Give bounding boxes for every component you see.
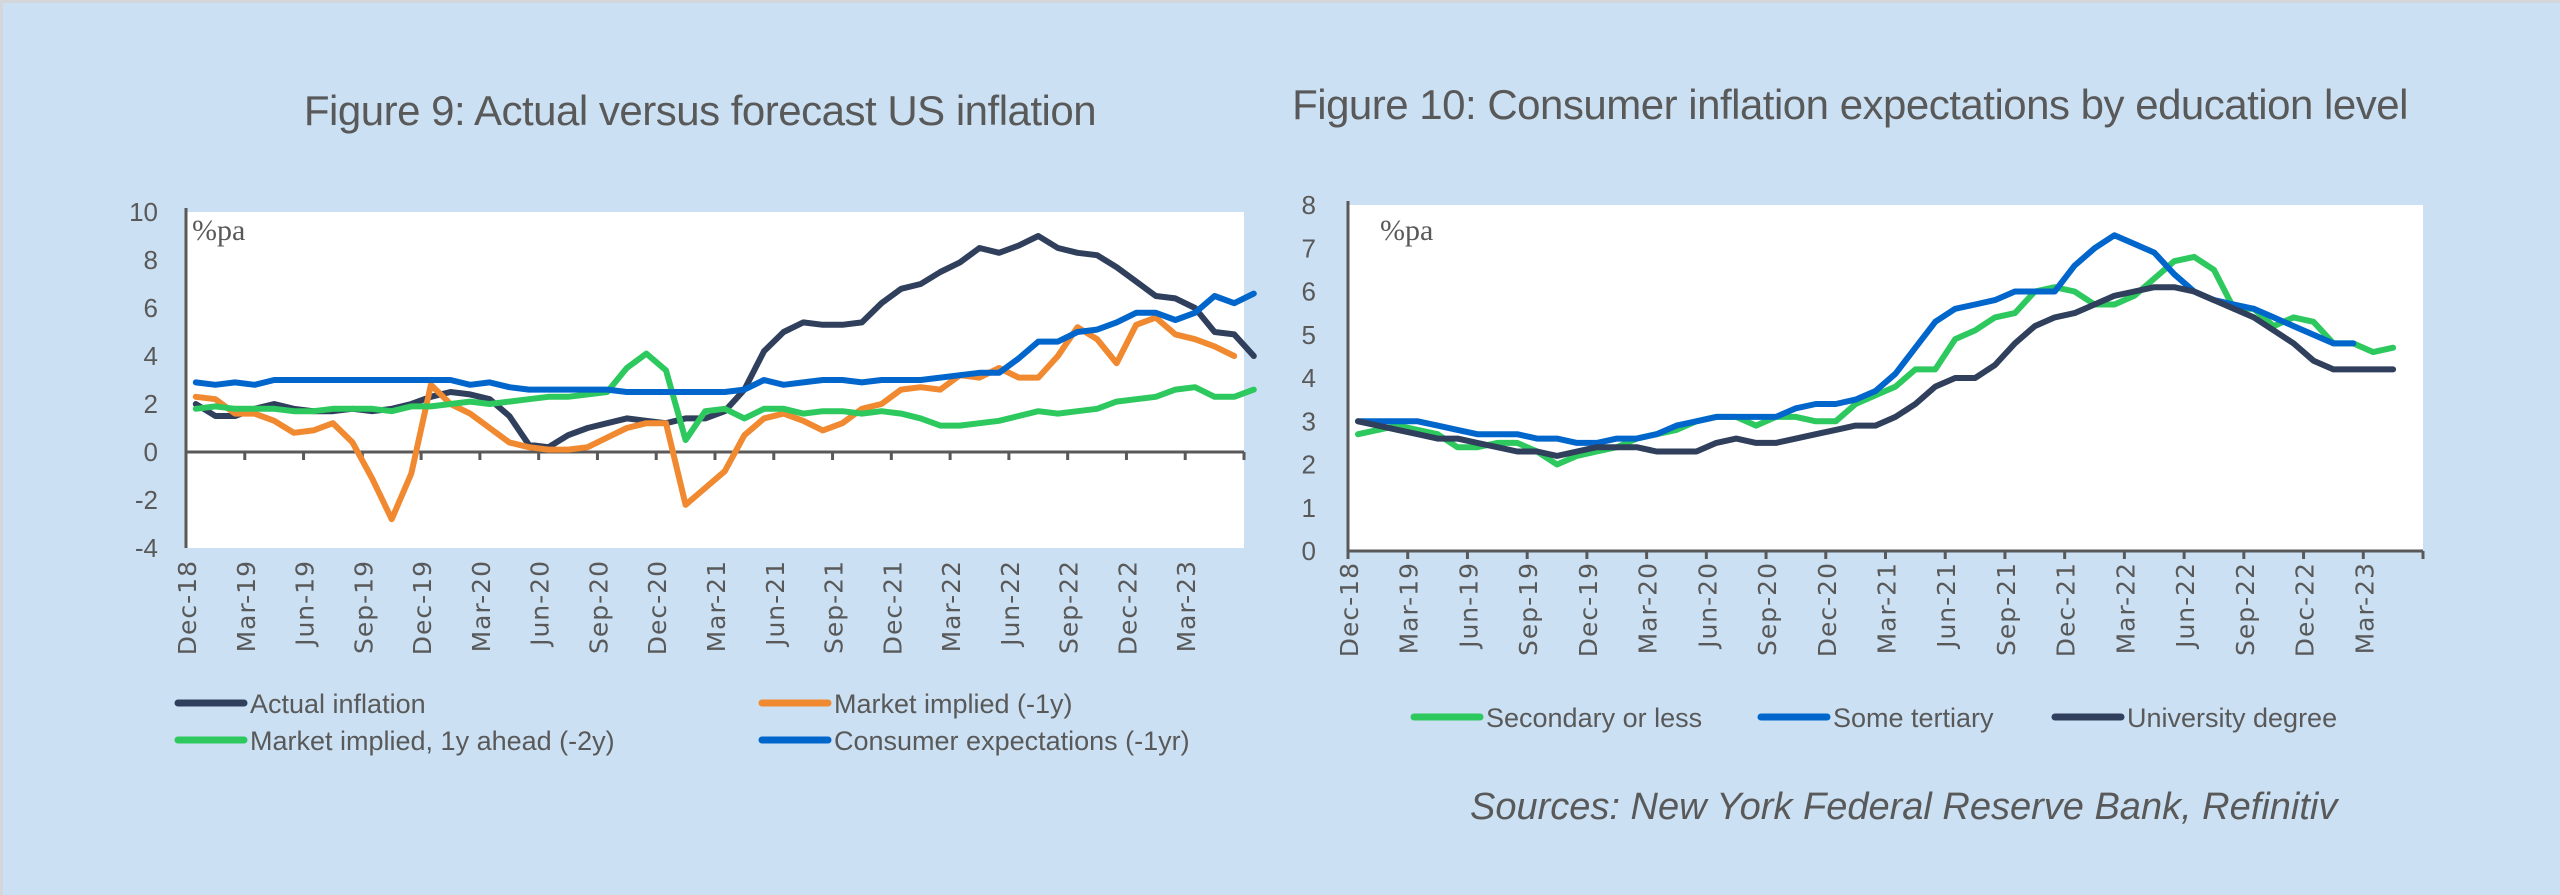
x-tick-label: Dec-21 <box>2052 562 2081 657</box>
x-tick-label: Mar-23 <box>2350 562 2379 654</box>
y-tick-label: -4 <box>135 533 158 563</box>
legend-label: Actual inflation <box>250 689 426 719</box>
y-tick-label: -2 <box>135 485 158 515</box>
legend-item: Actual inflation <box>174 689 426 719</box>
y-tick-label: 4 <box>144 341 158 371</box>
x-tick-label: Sep-22 <box>2231 562 2260 656</box>
figure-10-title-text: Figure 10: Consumer inflation expectatio… <box>1292 81 2408 128</box>
x-tick-label: Sep-19 <box>349 560 378 654</box>
legend-item: Secondary or less <box>1410 703 1702 733</box>
x-tick-label: Jun-19 <box>1454 562 1483 650</box>
series-line-market-implied-1y <box>192 314 1238 523</box>
x-tick-label: Sep-19 <box>1514 562 1543 656</box>
x-tick-label: Jun-21 <box>761 560 790 648</box>
figure-9-title: Figure 9: Actual versus forecast US infl… <box>303 87 1097 134</box>
y-tick-label: 7 <box>1302 233 1316 263</box>
y-tick-label: 3 <box>1302 406 1316 436</box>
x-tick-label: Sep-20 <box>1753 562 1782 656</box>
x-tick-label: Dec-19 <box>1574 562 1603 657</box>
legend-item: Market implied (-1y) <box>758 689 1073 719</box>
x-tick-label: Mar-22 <box>937 560 966 652</box>
unit-label: %pa <box>192 214 245 247</box>
chart-figure-9: -4 -2 0 2 4 6 8 10 Dec-18 Mar-19 Jun-19 Sep-19 Dec-1… <box>129 197 1257 756</box>
legend: Secondary or less Some tertiary University… <box>1410 703 2337 733</box>
y-tick-label: 0 <box>1302 536 1316 566</box>
x-tick-label: Jun-19 <box>291 560 320 648</box>
x-tick-label: Mar-19 <box>232 560 261 652</box>
x-tick-label: Sep-22 <box>1055 560 1084 654</box>
x-tick-label: Mar-21 <box>1873 562 1902 654</box>
y-tick-label: 8 <box>144 245 158 275</box>
x-tick-label: Jun-22 <box>996 560 1025 648</box>
x-tick-label: Mar-20 <box>467 560 496 652</box>
plot-area <box>1348 205 2423 551</box>
y-tick-label: 6 <box>1302 277 1316 307</box>
y-tick-label: 10 <box>129 197 158 227</box>
y-tick-label: 4 <box>1302 363 1316 393</box>
x-tick-label: Jun-21 <box>1932 562 1961 650</box>
x-tick-label: Dec-22 <box>1113 560 1142 655</box>
y-tick-label: 8 <box>1302 190 1316 220</box>
series-line-market-implied-1y-ahead-2y <box>192 350 1257 443</box>
x-tick-label: Sep-21 <box>820 560 849 654</box>
x-tick-label: Dec-21 <box>878 560 907 655</box>
y-tick-label: 6 <box>144 293 158 323</box>
y-tick-label: 1 <box>1302 493 1316 523</box>
legend-item: Consumer expectations (-1yr) <box>758 726 1190 756</box>
legend-label: Secondary or less <box>1486 703 1702 733</box>
legend-item: Market implied, 1y ahead (-2y) <box>174 726 615 756</box>
sources-note: Sources: New York Federal Reserve Bank, … <box>1470 786 2338 828</box>
series-line-university-degree <box>1355 284 2397 459</box>
legend-label: Consumer expectations (-1yr) <box>834 726 1190 756</box>
legend-item: University degree <box>2051 703 2337 733</box>
x-tick-label: Jun-20 <box>526 560 555 648</box>
y-tick-label: 2 <box>144 389 158 419</box>
x-tick-label: Sep-20 <box>584 560 613 654</box>
x-tick-label: Mar-22 <box>2111 562 2140 654</box>
x-tick-label: Mar-19 <box>1395 562 1424 654</box>
series-line-consumer-expectations-1yr <box>192 290 1257 395</box>
x-tick-label: Jun-20 <box>1693 562 1722 650</box>
x-tick-label: Dec-18 <box>173 560 202 655</box>
legend: Actual inflation Market implied (-1y) Mark… <box>174 689 1190 756</box>
y-tick-label: 0 <box>144 437 158 467</box>
x-tick-label: Jun-22 <box>2171 562 2200 650</box>
x-tick-label: Dec-18 <box>1335 562 1364 657</box>
x-tick-label: Dec-19 <box>408 560 437 655</box>
legend-label: Some tertiary <box>1833 703 1994 733</box>
x-tick-label: Dec-20 <box>643 560 672 655</box>
chart-figure-10: 0 1 2 3 4 5 6 7 8 Dec-18 Mar-19 Jun-19 Sep-19 Dec-19 M… <box>1302 190 2425 733</box>
legend-item: Some tertiary <box>1757 703 1994 733</box>
unit-label: %pa <box>1380 214 1433 247</box>
legend-label: Market implied (-1y) <box>834 689 1073 719</box>
series-line-some-tertiary <box>1355 232 2357 446</box>
legend-label: University degree <box>2127 703 2337 733</box>
y-tick-label: 5 <box>1302 320 1316 350</box>
x-tick-label: Mar-21 <box>702 560 731 652</box>
x-tick-label: Dec-22 <box>2291 562 2320 657</box>
x-tick-label: Dec-20 <box>1813 562 1842 657</box>
x-tick-label: Mar-20 <box>1634 562 1663 654</box>
legend-label: Market implied, 1y ahead (-2y) <box>250 726 615 756</box>
x-tick-label: Mar-23 <box>1172 560 1201 652</box>
y-tick-label: 2 <box>1302 450 1316 480</box>
figure-10-title: Figure 10: Consumer inflation expectatio… <box>1290 78 2410 132</box>
x-tick-label: Sep-21 <box>1992 562 2021 656</box>
